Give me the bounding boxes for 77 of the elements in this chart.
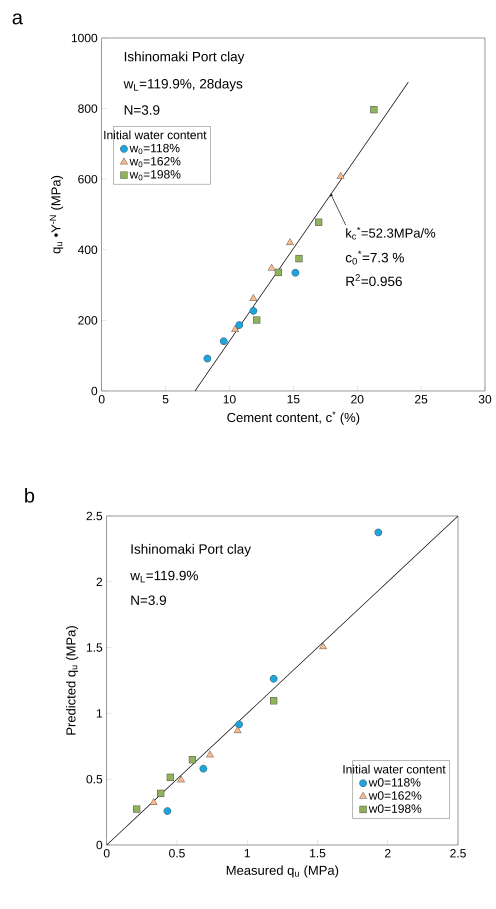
x-tick-label: 0 xyxy=(104,849,110,858)
point xyxy=(250,294,258,301)
y-tick-label: 1000 xyxy=(72,34,98,42)
chart-title: b xyxy=(25,488,34,503)
point xyxy=(166,774,174,781)
point xyxy=(268,264,276,270)
point xyxy=(204,354,212,362)
point xyxy=(274,268,282,276)
annotation: Ishinomaki Port clay xyxy=(131,544,251,557)
y-tick-label: 2.5 xyxy=(86,512,102,520)
x-tick-label: 1 xyxy=(244,849,250,858)
point xyxy=(295,255,303,262)
annotation: N=3.9 xyxy=(124,105,160,115)
point xyxy=(133,805,140,813)
point xyxy=(374,528,382,536)
point xyxy=(157,790,164,798)
legend-title: Initial water content xyxy=(343,764,446,774)
point xyxy=(206,750,214,758)
point xyxy=(336,172,344,179)
point xyxy=(231,325,239,332)
point xyxy=(220,337,228,346)
legend-label: w0=118% xyxy=(368,778,420,787)
legend-label: w0=198% xyxy=(368,804,422,813)
point xyxy=(200,764,208,772)
point xyxy=(270,674,278,683)
x-axis-title: Measured q$_{u}$ (MPa) xyxy=(226,865,338,878)
x-tick-label: 2.5 xyxy=(450,849,466,858)
y-tick-label: 1 xyxy=(96,709,102,718)
point xyxy=(236,321,244,329)
y-tick-label: 400 xyxy=(78,246,98,254)
point xyxy=(286,238,294,246)
point xyxy=(315,218,322,226)
y-tick-label: 2 xyxy=(96,578,102,586)
y-tick-label: 200 xyxy=(78,316,98,325)
annotation: w$_{L}$=119.9% xyxy=(130,570,198,582)
x-tick-label: 1.5 xyxy=(310,849,326,858)
annotation: w$_{L}$=119.9%, 28days xyxy=(124,78,242,92)
annotation: c$_{0}$$^{*}$=7.3 % xyxy=(346,250,404,265)
point xyxy=(188,756,196,764)
y-tick-label: 600 xyxy=(78,174,98,184)
y-axis-title: q$_{u}$ •Y$^{-N}$ (MPa) xyxy=(50,176,64,254)
legend-label: w0=162% xyxy=(368,791,422,800)
point xyxy=(319,642,327,650)
legend-label: w$_{0}$=162% xyxy=(130,156,180,168)
annotation: R$^{2}$=0.956 xyxy=(346,274,402,286)
annotation: Ishinomaki Port clay xyxy=(124,51,244,64)
point xyxy=(177,776,185,782)
point xyxy=(235,720,243,728)
y-axis-title: Predicted q$_{u}$ (MPa) xyxy=(66,626,78,735)
point xyxy=(234,726,242,734)
y-tick-label: 0 xyxy=(96,840,102,850)
point xyxy=(370,106,378,114)
point xyxy=(250,307,258,315)
y-tick-label: 1.5 xyxy=(86,643,102,652)
legend-label: w$_{0}$=118% xyxy=(130,144,180,154)
x-tick-label: 5 xyxy=(162,395,168,404)
annotation: k$_{c}$$^{*}$=52.3MPa/% xyxy=(346,226,436,240)
x-tick-label: 25 xyxy=(415,395,428,404)
x-tick-label: 20 xyxy=(351,395,364,404)
point xyxy=(292,268,300,277)
x-tick-label: 0.5 xyxy=(169,849,185,858)
x-axis-title: Cement content, c$^{*}$ (%) xyxy=(227,411,360,425)
point xyxy=(253,316,260,324)
x-tick-label: 15 xyxy=(288,395,300,404)
x-tick-label: 2 xyxy=(385,849,390,858)
legend-label: w$_{0}$=198% xyxy=(130,170,180,180)
point xyxy=(164,807,172,815)
y-tick-label: 0 xyxy=(91,386,98,396)
y-tick-label: 0.5 xyxy=(86,774,102,784)
annotation: N=3.9 xyxy=(131,595,166,605)
point xyxy=(150,798,158,805)
legend-title: Initial water content xyxy=(104,130,206,140)
x-tick-label: 30 xyxy=(478,395,492,404)
y-tick-label: 800 xyxy=(78,104,98,113)
point xyxy=(270,697,278,704)
chart-title: a xyxy=(12,13,23,24)
x-tick-label: 10 xyxy=(224,395,236,404)
